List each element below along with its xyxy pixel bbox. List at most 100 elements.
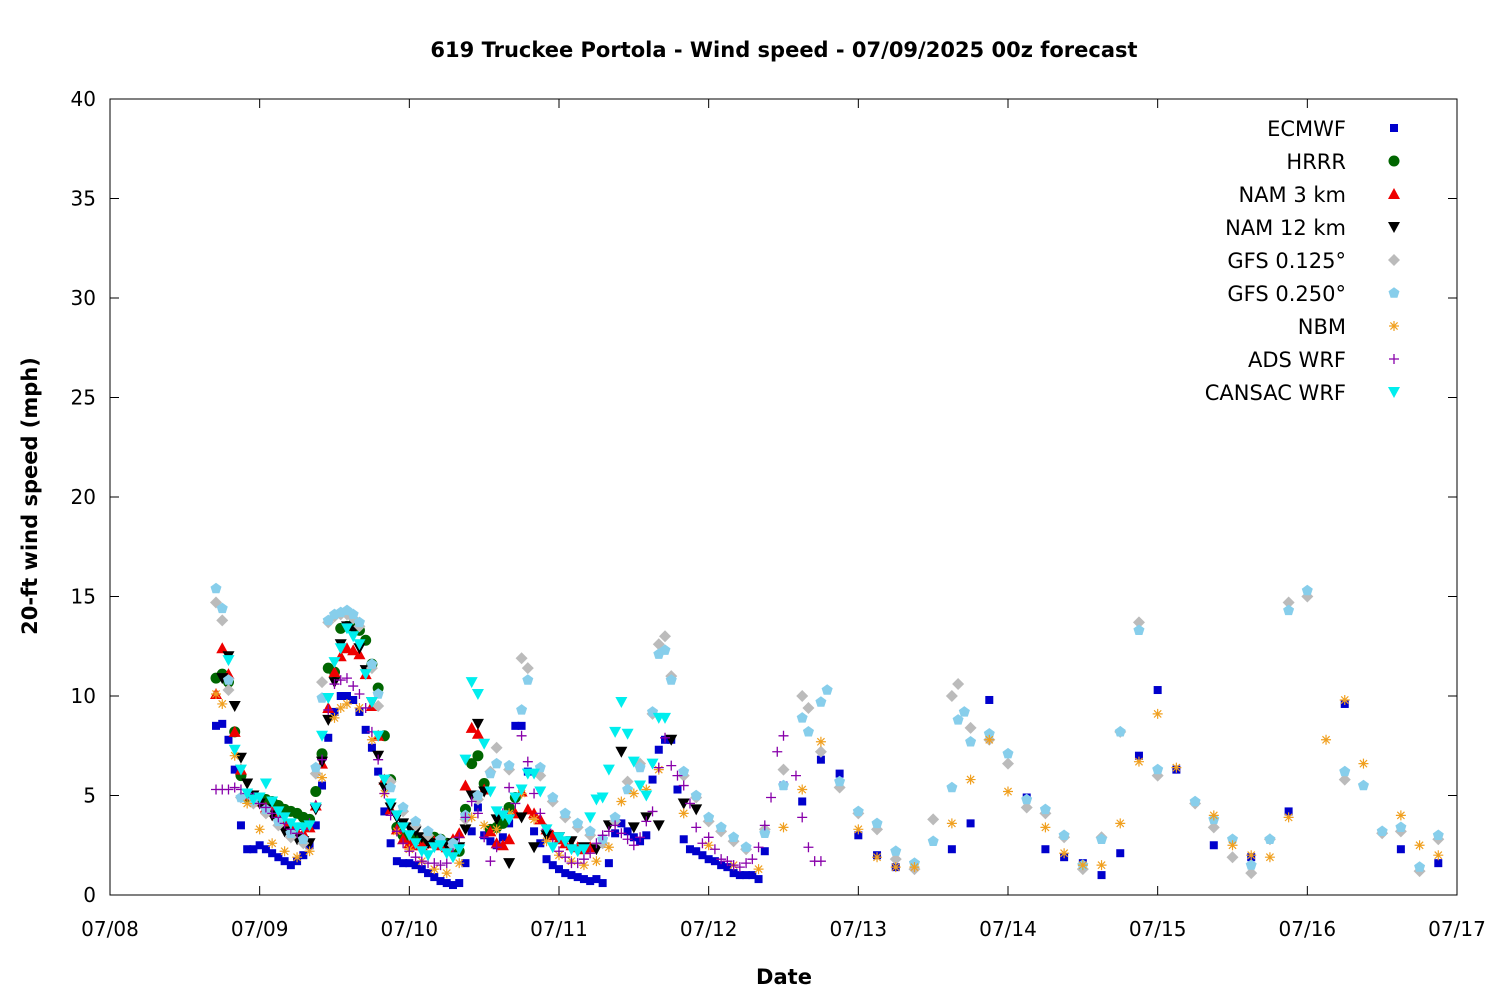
data-point-nbm <box>541 836 552 847</box>
data-point-gfs-0-125 <box>1207 821 1220 834</box>
data-point-gfs-0-125 <box>490 741 503 754</box>
chart-title: 619 Truckee Portola - Wind speed - 07/09… <box>430 38 1137 62</box>
data-point-ads-wrf <box>616 828 627 839</box>
data-point-gfs-0-250 <box>484 767 496 779</box>
data-point-ecmwf <box>1097 871 1106 880</box>
data-point-cansac-wrf <box>253 792 266 804</box>
data-point-nam-3-km <box>328 666 341 678</box>
data-point-ecmwf <box>336 692 345 700</box>
data-point-ads-wrf <box>429 858 440 869</box>
data-point-cansac-wrf <box>503 814 516 826</box>
data-point-cansac-wrf <box>490 806 503 818</box>
data-point-cansac-wrf <box>478 738 491 750</box>
data-point-gfs-0-250 <box>1376 825 1388 836</box>
data-point-cansac-wrf <box>266 796 279 808</box>
data-point-ecmwf <box>673 785 682 794</box>
data-point-ecmwf <box>1209 841 1218 850</box>
data-point-gfs-0-125 <box>796 690 809 702</box>
data-point-cansac-wrf <box>446 852 459 864</box>
data-point-gfs-0-250 <box>372 688 384 699</box>
data-point-ecmwf <box>723 863 732 872</box>
data-point-ecmwf <box>1284 807 1293 816</box>
data-point-nam-12-km <box>241 778 254 790</box>
data-point-ecmwf <box>548 861 557 870</box>
data-point-cansac-wrf <box>340 623 353 635</box>
data-point-hrrr <box>316 748 328 760</box>
data-point-nbm <box>254 824 265 835</box>
data-point-gfs-0-250 <box>703 811 715 823</box>
data-point-ecmwf <box>255 841 264 850</box>
data-point-nbm <box>466 812 477 823</box>
data-point-nbm <box>1133 756 1144 767</box>
x-tick-label: 07/13 <box>830 917 888 941</box>
data-point-ads-wrf <box>472 808 483 819</box>
data-point-ecmwf <box>710 857 719 866</box>
data-point-cansac-wrf <box>234 764 247 776</box>
data-point-gfs-0-125 <box>964 721 977 734</box>
data-point-ads-wrf <box>229 782 240 793</box>
data-point-ecmwf <box>311 821 320 830</box>
data-point-nam-12-km <box>228 700 241 712</box>
data-point-gfs-0-125 <box>1002 757 1014 770</box>
data-point-gfs-0-250 <box>659 644 671 655</box>
data-point-nam-3-km <box>347 644 360 656</box>
data-point-ads-wrf <box>341 673 352 684</box>
data-point-ecmwf <box>835 769 844 778</box>
data-point-cansac-wrf <box>303 820 316 832</box>
legend-label-nbm: NBM <box>1298 315 1346 339</box>
data-point-nbm <box>279 846 290 857</box>
data-point-gfs-0-250 <box>1114 726 1126 737</box>
data-point-nam-12-km <box>615 746 628 758</box>
data-point-gfs-0-250 <box>410 815 422 827</box>
data-point-nbm <box>1283 812 1294 823</box>
legend-label-gfs-0-125: GFS 0.125° <box>1227 249 1346 273</box>
data-point-ads-wrf <box>734 862 745 873</box>
data-point-ads-wrf <box>466 796 477 807</box>
data-point-cansac-wrf <box>272 806 285 818</box>
data-point-cansac-wrf <box>334 643 347 655</box>
data-point-nam-12-km <box>652 820 665 832</box>
data-point-nbm <box>946 818 957 829</box>
data-point-ads-wrf <box>703 832 714 843</box>
data-point-nbm <box>1003 786 1013 797</box>
legend: ECMWF HRRR NAM 3 km NAM 12 km GFS 0.125° GFS … <box>1205 117 1400 405</box>
x-tick-label: 07/11 <box>530 917 588 941</box>
data-point-ads-wrf <box>460 812 471 823</box>
data-point-ecmwf <box>399 859 408 868</box>
data-point-ecmwf <box>374 767 383 776</box>
data-point-nbm <box>441 868 452 879</box>
legend-label-hrrr: HRRR <box>1286 150 1346 174</box>
data-point-nbm <box>815 736 826 747</box>
data-point-nbm <box>1040 822 1051 833</box>
data-point-ecmwf <box>966 819 975 828</box>
data-point-gfs-0-250 <box>1189 795 1201 807</box>
data-point-ecmwf <box>274 853 283 862</box>
data-point-ecmwf <box>760 847 769 856</box>
data-point-cansac-wrf <box>378 774 391 786</box>
data-point-ecmwf <box>249 845 258 854</box>
data-point-gfs-0-250 <box>834 775 846 787</box>
data-point-gfs-0-250 <box>958 706 970 717</box>
data-point-nam-12-km <box>627 822 640 834</box>
data-point-cansac-wrf <box>577 844 590 856</box>
data-point-ads-wrf <box>666 760 677 771</box>
data-point-nam-12-km <box>490 814 503 826</box>
data-point-ecmwf <box>386 839 395 848</box>
data-point-cansac-wrf <box>422 850 435 862</box>
data-point-cansac-wrf <box>471 689 484 701</box>
data-point-ads-wrf <box>223 784 234 795</box>
data-point-ecmwf <box>947 845 956 854</box>
data-point-nbm <box>1208 810 1219 821</box>
data-point-cansac-wrf <box>540 824 553 836</box>
plot-frame <box>109 98 1458 896</box>
data-point-nbm <box>616 796 627 807</box>
data-point-ecmwf <box>236 821 245 830</box>
data-point-nbm <box>1358 758 1369 769</box>
data-point-gfs-0-125 <box>621 775 634 788</box>
data-point-ecmwf <box>854 831 863 840</box>
data-point-gfs-0-250 <box>952 714 964 725</box>
data-point-gfs-0-250 <box>397 801 409 813</box>
data-point-ecmwf <box>467 827 476 836</box>
data-point-nbm <box>1339 694 1350 705</box>
data-point-nam-3-km <box>584 841 597 853</box>
